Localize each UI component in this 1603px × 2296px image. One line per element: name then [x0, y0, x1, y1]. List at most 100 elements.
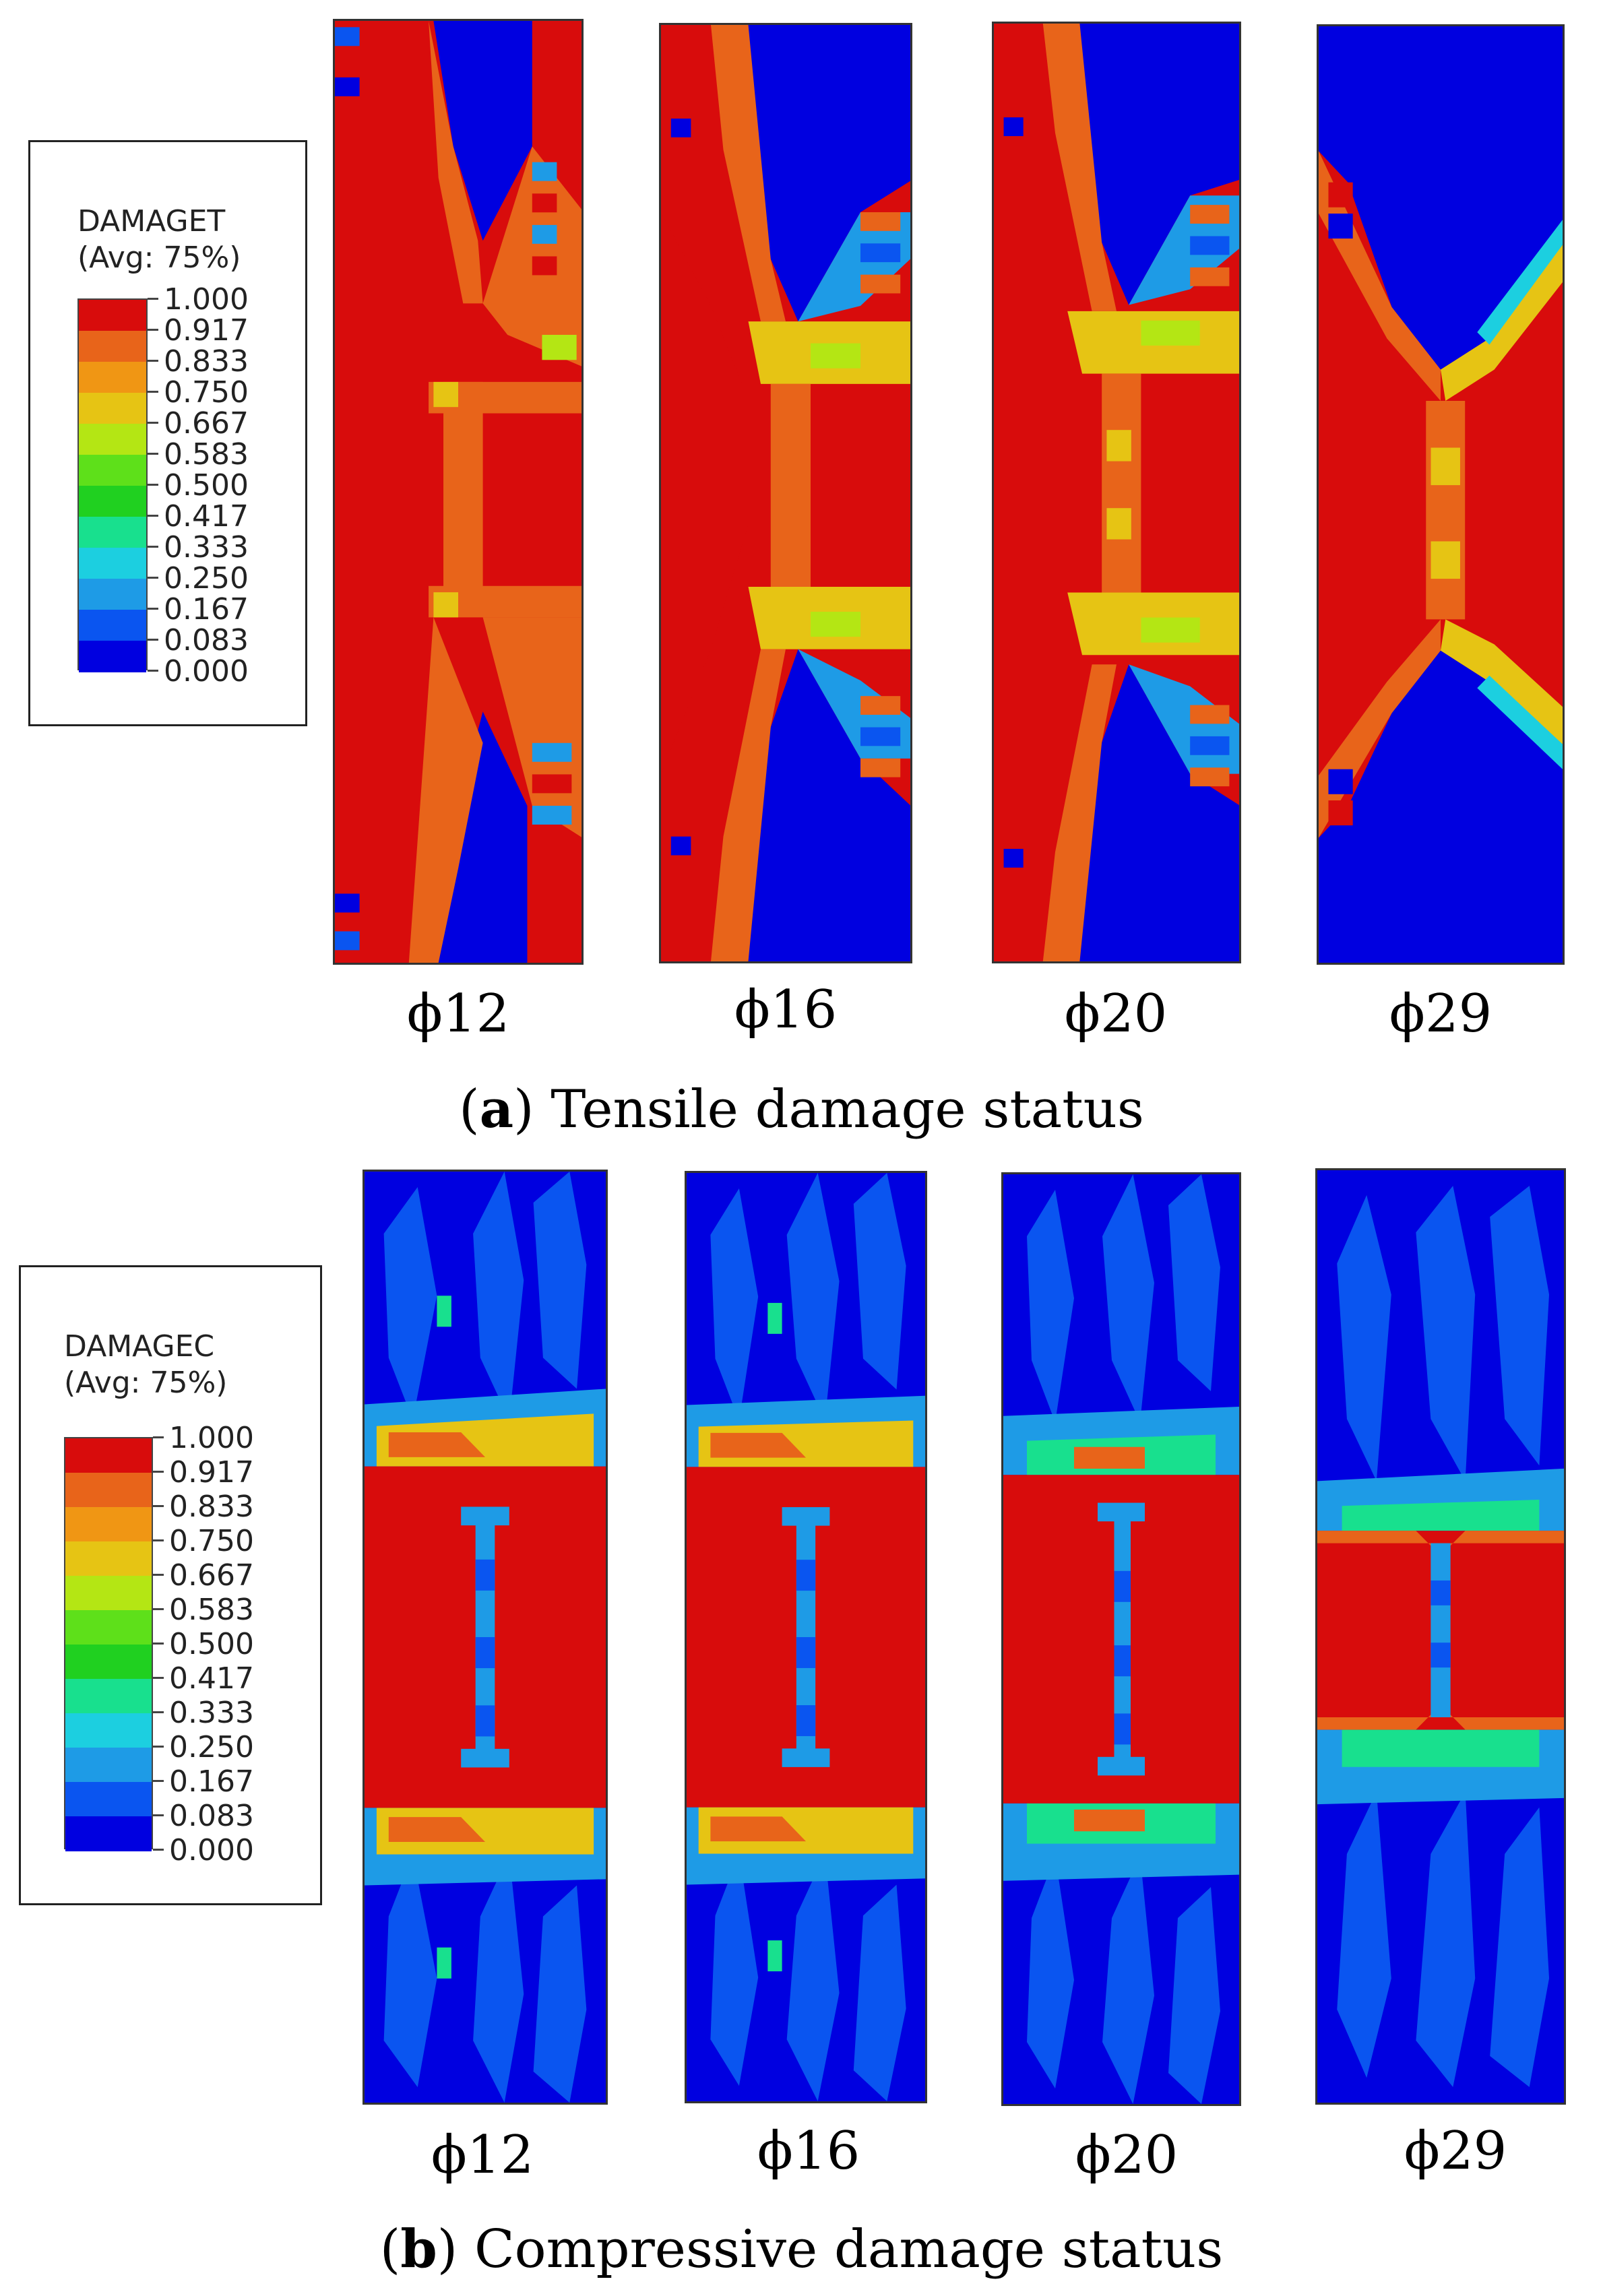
tensile-label-phi29: ϕ29: [1389, 984, 1492, 1044]
legend-swatch: [65, 1816, 152, 1851]
tensile-contour-phi16: [659, 23, 912, 963]
caption-tensile: (a) Tensile damage status: [459, 1079, 1144, 1140]
legend-tick: [153, 1574, 164, 1576]
legend-color-bar: [64, 1437, 153, 1851]
legend-swatch: [79, 393, 146, 424]
legend-swatch: [79, 548, 146, 579]
legend-tick: [148, 546, 158, 548]
legend-value-label: 0.917: [169, 1455, 254, 1490]
legend-tick: [148, 422, 158, 424]
caption-compressive: (b) Compressive damage status: [379, 2219, 1224, 2280]
legend-title-avg: (Avg: 75%): [64, 1366, 228, 1400]
legend-swatch: [65, 1541, 152, 1576]
legend-tick: [153, 1505, 164, 1507]
compressive-contour-phi12: [363, 1170, 608, 2105]
legend-value-label: 0.667: [169, 1558, 254, 1593]
legend-tick: [153, 1677, 164, 1679]
legend-value-label: 0.583: [164, 437, 249, 472]
legend-tick: [148, 670, 158, 672]
legend-tick: [153, 1643, 164, 1645]
compressive-label-phi29: ϕ29: [1404, 2121, 1507, 2181]
legend-value-label: 1.000: [169, 1421, 254, 1455]
legend-value-label: 0.500: [169, 1627, 254, 1661]
legend-tick: [148, 577, 158, 579]
legend-swatch: [79, 424, 146, 455]
legend-tick: [148, 360, 158, 362]
legend-value-label: 0.750: [164, 375, 249, 410]
legend-tick: [153, 1539, 164, 1541]
legend-tick: [153, 1436, 164, 1438]
legend-swatch: [65, 1782, 152, 1817]
legend-swatch: [79, 362, 146, 393]
legend-swatch: [65, 1438, 152, 1473]
legend-swatch: [79, 610, 146, 641]
legend-tick: [148, 453, 158, 455]
legend-tick: [148, 298, 158, 300]
legend-value-label: 0.750: [169, 1524, 254, 1558]
legend-tick: [148, 515, 158, 517]
legend-title-avg: (Avg: 75%): [77, 241, 241, 275]
compressive-label-phi16: ϕ16: [757, 2121, 860, 2181]
legend-title-variable: DAMAGEC: [64, 1329, 215, 1364]
legend-swatch: [65, 1748, 152, 1783]
legend-tick: [153, 1711, 164, 1713]
legend-swatch: [79, 331, 146, 362]
tensile-contour-phi29: [1317, 24, 1565, 965]
legend-swatch: [65, 1473, 152, 1508]
legend-value-label: 0.000: [164, 654, 249, 689]
caption-compressive-letter: b: [400, 2219, 437, 2280]
legend-value-label: 0.583: [169, 1593, 254, 1627]
legend-swatch: [65, 1576, 152, 1611]
caption-tensile-letter: a: [479, 1079, 514, 1140]
legend-value-label: 0.333: [164, 530, 249, 565]
legend-value-label: 0.417: [164, 499, 249, 534]
legend-tick: [153, 1780, 164, 1782]
legend-value-label: 0.333: [169, 1696, 254, 1730]
legend-tick: [153, 1471, 164, 1473]
legend-swatch: [65, 1713, 152, 1748]
legend-swatch: [65, 1679, 152, 1714]
compressive-contour-phi16: [685, 1171, 927, 2103]
compressive-label-phi12: ϕ12: [431, 2125, 534, 2186]
tensile-label-phi16: ϕ16: [734, 980, 838, 1040]
legend-swatch: [65, 1645, 152, 1680]
legend-value-label: 0.833: [164, 344, 249, 379]
legend-swatch: [79, 579, 146, 610]
legend-title-variable: DAMAGET: [77, 204, 226, 238]
legend-tick: [148, 639, 158, 641]
legend-tick: [148, 391, 158, 393]
legend-tick: [153, 1746, 164, 1748]
compressive-contour-phi20: [1001, 1172, 1241, 2106]
legend-value-label: 0.667: [164, 406, 249, 441]
legend-value-label: 0.417: [169, 1661, 254, 1696]
legend-swatch: [65, 1507, 152, 1542]
legend-swatch: [79, 486, 146, 517]
tensile-contour-phi20: [992, 22, 1241, 963]
legend-tick: [148, 329, 158, 331]
legend-value-label: 0.000: [169, 1833, 254, 1868]
legend-tick: [148, 484, 158, 486]
legend-color-bar: [77, 298, 148, 672]
legend-tick: [153, 1814, 164, 1816]
legend-swatch: [79, 455, 146, 486]
compressive-contour-phi29: [1315, 1168, 1566, 2105]
legend-value-label: 0.083: [169, 1799, 254, 1833]
legend-value-label: 0.917: [164, 313, 249, 348]
legend-value-label: 0.250: [164, 561, 249, 596]
legend-tick: [153, 1608, 164, 1610]
legend-tick: [153, 1849, 164, 1851]
legend-tick: [148, 608, 158, 610]
legend-swatch: [65, 1610, 152, 1645]
legend-value-label: 0.833: [169, 1490, 254, 1524]
legend-value-label: 1.000: [164, 282, 249, 317]
caption-tensile-text: Tensile damage status: [551, 1079, 1144, 1140]
legend-value-label: 0.167: [164, 592, 249, 627]
legend-value-label: 0.083: [164, 623, 249, 658]
legend-value-label: 0.500: [164, 468, 249, 503]
compressive-label-phi20: ϕ20: [1075, 2125, 1178, 2186]
tensile-label-phi20: ϕ20: [1064, 984, 1168, 1044]
caption-compressive-text: Compressive damage status: [474, 2219, 1224, 2280]
legend-box-tensile: DAMAGET (Avg: 75%) 1.000 0.917 0.833 0.750 0…: [28, 140, 307, 726]
legend-value-label: 0.167: [169, 1764, 254, 1799]
tensile-label-phi12: ϕ12: [406, 984, 510, 1044]
